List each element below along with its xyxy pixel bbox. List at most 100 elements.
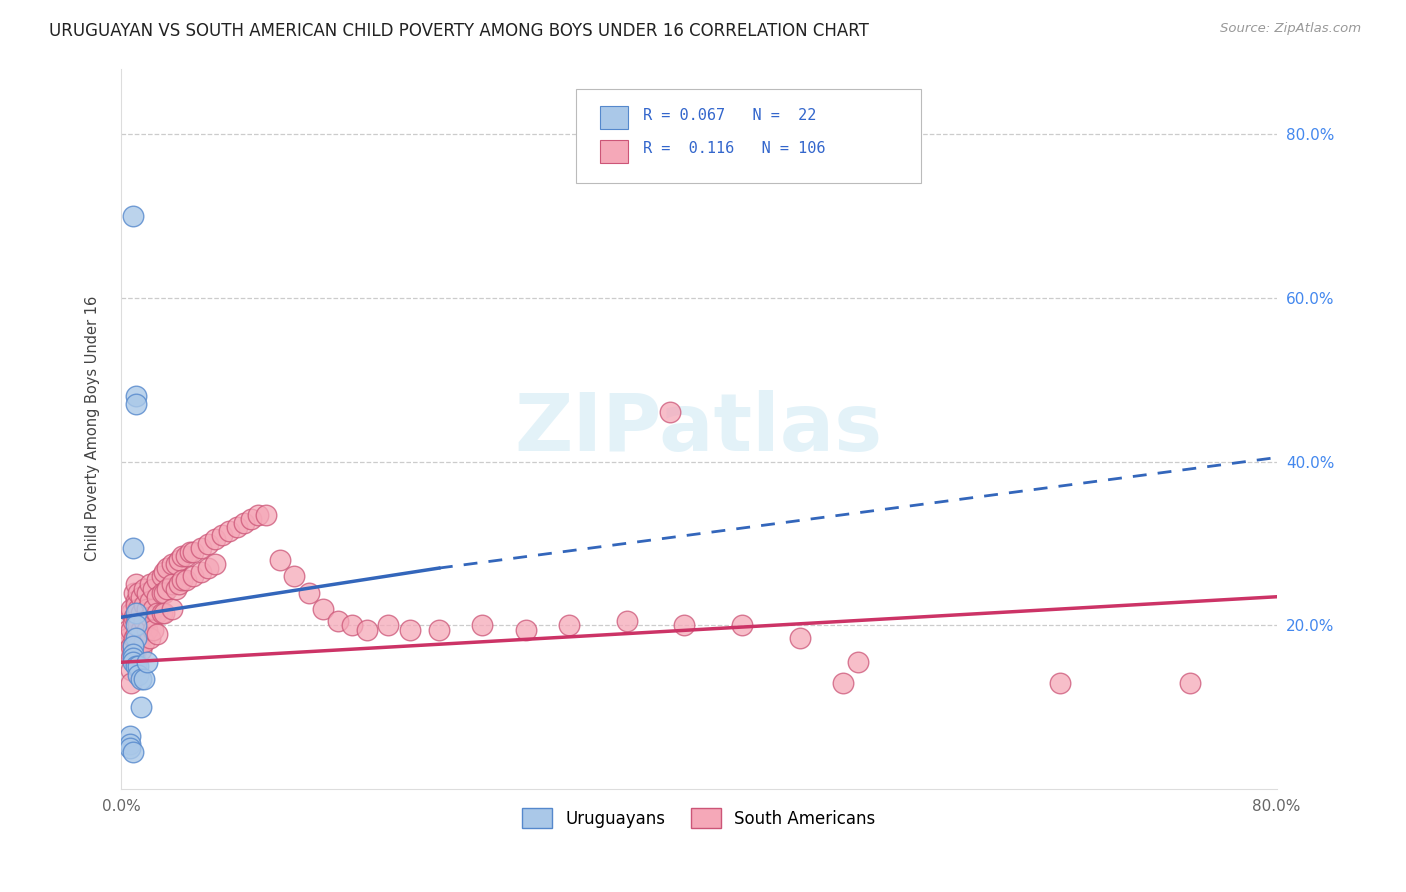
Point bbox=[131, 623, 153, 637]
Point bbox=[122, 610, 145, 624]
Point bbox=[118, 741, 141, 756]
Point bbox=[515, 623, 537, 637]
Point bbox=[240, 512, 263, 526]
Point bbox=[122, 585, 145, 599]
Point bbox=[150, 569, 173, 583]
Point bbox=[131, 672, 153, 686]
Point bbox=[616, 615, 638, 629]
Point bbox=[146, 574, 169, 588]
Point bbox=[124, 598, 146, 612]
Legend: Uruguayans, South Americans: Uruguayans, South Americans bbox=[516, 801, 882, 835]
Point bbox=[218, 524, 240, 539]
Point bbox=[146, 590, 169, 604]
Point bbox=[170, 574, 193, 588]
Text: R = 0.067   N =  22: R = 0.067 N = 22 bbox=[643, 108, 815, 122]
Point bbox=[134, 635, 156, 649]
Point bbox=[127, 639, 149, 653]
Point bbox=[121, 639, 143, 653]
Point bbox=[211, 528, 233, 542]
Point bbox=[121, 647, 143, 661]
Point bbox=[174, 574, 197, 588]
Point bbox=[122, 651, 145, 665]
Point bbox=[120, 623, 142, 637]
Point bbox=[167, 577, 190, 591]
Point bbox=[225, 520, 247, 534]
Point bbox=[167, 553, 190, 567]
Point bbox=[673, 618, 696, 632]
Point bbox=[136, 623, 159, 637]
Point bbox=[127, 659, 149, 673]
Point bbox=[121, 655, 143, 669]
Point bbox=[120, 664, 142, 678]
Point bbox=[183, 545, 205, 559]
Point bbox=[124, 606, 146, 620]
Point bbox=[120, 602, 142, 616]
Point bbox=[136, 655, 159, 669]
Point bbox=[174, 549, 197, 563]
Point bbox=[170, 549, 193, 563]
Point bbox=[1178, 675, 1201, 690]
Point bbox=[124, 655, 146, 669]
Point bbox=[156, 561, 179, 575]
Point bbox=[124, 389, 146, 403]
Point bbox=[124, 610, 146, 624]
Point bbox=[120, 606, 142, 620]
Point bbox=[427, 623, 450, 637]
Point bbox=[117, 643, 139, 657]
Point bbox=[658, 405, 681, 419]
Point bbox=[165, 557, 187, 571]
Point bbox=[1049, 675, 1071, 690]
Point bbox=[139, 594, 162, 608]
Point bbox=[153, 565, 176, 579]
Point bbox=[118, 729, 141, 743]
Point bbox=[312, 602, 335, 616]
Point bbox=[146, 626, 169, 640]
Point bbox=[124, 594, 146, 608]
Point bbox=[197, 561, 219, 575]
Point bbox=[150, 585, 173, 599]
Point bbox=[136, 585, 159, 599]
Point bbox=[121, 209, 143, 223]
Point bbox=[269, 553, 291, 567]
Point bbox=[136, 602, 159, 616]
Point bbox=[190, 565, 212, 579]
Point bbox=[204, 557, 226, 571]
Point bbox=[183, 569, 205, 583]
Point bbox=[120, 675, 142, 690]
Point bbox=[118, 737, 141, 751]
Point bbox=[153, 606, 176, 620]
Point bbox=[124, 397, 146, 411]
Point bbox=[558, 618, 581, 632]
Point bbox=[121, 541, 143, 555]
Point bbox=[134, 615, 156, 629]
Point bbox=[131, 606, 153, 620]
Point bbox=[127, 602, 149, 616]
Point bbox=[179, 545, 201, 559]
Point bbox=[832, 675, 855, 690]
Point bbox=[131, 700, 153, 714]
Point bbox=[127, 667, 149, 681]
Point bbox=[471, 618, 494, 632]
Point bbox=[846, 655, 869, 669]
Point bbox=[120, 651, 142, 665]
Point bbox=[121, 639, 143, 653]
Point bbox=[150, 606, 173, 620]
Point bbox=[142, 582, 165, 596]
Point bbox=[789, 631, 811, 645]
Point bbox=[247, 508, 270, 522]
Point bbox=[377, 618, 399, 632]
Point bbox=[160, 577, 183, 591]
Point bbox=[120, 639, 142, 653]
Point bbox=[356, 623, 378, 637]
Point bbox=[121, 651, 143, 665]
Point bbox=[139, 610, 162, 624]
Point bbox=[124, 618, 146, 632]
Point bbox=[131, 590, 153, 604]
Point bbox=[139, 577, 162, 591]
Point bbox=[399, 623, 422, 637]
Point bbox=[124, 631, 146, 645]
Text: Source: ZipAtlas.com: Source: ZipAtlas.com bbox=[1220, 22, 1361, 36]
Point bbox=[153, 585, 176, 599]
Point bbox=[131, 643, 153, 657]
Point bbox=[204, 533, 226, 547]
